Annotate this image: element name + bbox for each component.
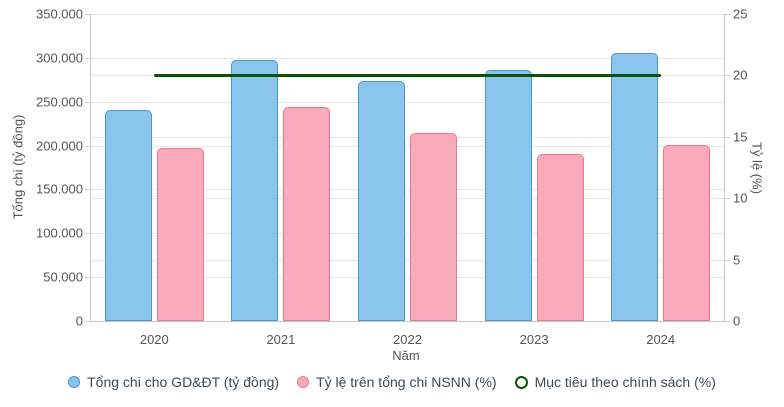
legend-label-tong-chi: Tổng chi cho GD&ĐT (tỷ đồng) [87, 374, 280, 390]
target-line-muc-tieu[interactable] [154, 73, 661, 77]
bar-ty-le-2023[interactable] [536, 153, 584, 321]
x-axis-title: Năm [392, 348, 420, 363]
bar-ty-le-2020[interactable] [156, 147, 204, 321]
gridline-left-axis [91, 57, 724, 59]
gridline-right-axis [91, 259, 724, 261]
right-axis-tick [724, 136, 730, 138]
left-axis-tick-label: 150.000 [36, 181, 83, 197]
right-axis-tick-label: 25 [733, 6, 748, 22]
right-axis-title: Tỷ lệ (%) [749, 142, 765, 194]
left-axis-tick [85, 277, 91, 279]
right-axis-tick-label: 10 [733, 190, 748, 206]
tong-chi-legend-marker-icon [68, 376, 81, 389]
right-axis-tick [724, 75, 730, 77]
left-axis-tick-label: 250.000 [36, 94, 83, 110]
left-axis-tick-label: 50.000 [43, 269, 83, 285]
right-axis-tick-label: 15 [733, 129, 748, 145]
left-axis-tick-label: 300.000 [36, 50, 83, 66]
bar-tong-chi-2024[interactable] [611, 53, 659, 321]
x-tick-label-2020: 2020 [139, 332, 169, 347]
left-axis-tick-label: 350.000 [36, 6, 83, 22]
gridline-left-axis [91, 233, 724, 235]
bar-tong-chi-2022[interactable] [358, 80, 405, 321]
left-axis-tick-label: 200.000 [36, 138, 83, 154]
right-axis-tick-label: 20 [733, 67, 748, 83]
left-axis-tick-label: 0 [75, 313, 83, 329]
legend-label-ty-le: Tỷ lệ trên tổng chi NSNN (%) [316, 374, 497, 390]
left-axis-tick [85, 101, 91, 103]
x-tick-label-2022: 2022 [393, 332, 422, 347]
left-axis-title: Tổng chi (tỷ đồng) [10, 114, 26, 220]
gridline-right-axis [91, 136, 724, 138]
gridline-left-axis [91, 145, 724, 147]
gridline-left-axis [91, 277, 724, 279]
left-axis-tick-label: 100.000 [36, 225, 83, 241]
gridline-left-axis [91, 189, 724, 191]
right-axis-tick [724, 14, 730, 15]
plot-area: 0 50.000 100.000 150.000 200.000 250.000 300.0… [36, 8, 747, 347]
muc-tieu-legend-marker-icon [514, 375, 528, 389]
left-axis-tick [85, 14, 91, 15]
legend-item-tong-chi[interactable]: Tổng chi cho GD&ĐT (tỷ đồng) [68, 374, 279, 391]
left-axis-tick [85, 145, 91, 147]
bar-ty-le-2022[interactable] [410, 133, 457, 321]
right-axis-tick [724, 259, 730, 261]
left-axis-tick [85, 321, 91, 322]
left-axis-tick [85, 57, 91, 59]
bar-tong-chi-2021[interactable] [231, 59, 279, 321]
bar-tong-chi-2023[interactable] [484, 70, 532, 321]
ty-le-legend-marker-icon [297, 376, 310, 389]
bar-ty-le-2021[interactable] [283, 107, 331, 321]
gridline-right-axis [91, 14, 724, 15]
legend-item-muc-tieu[interactable]: Mục tiêu theo chính sách (%) [514, 374, 716, 391]
gridline-right-axis [91, 198, 724, 200]
gridline-left-axis [91, 101, 724, 103]
x-tick-label-2024: 2024 [646, 332, 676, 347]
right-axis-tick-label: 0 [733, 313, 741, 329]
right-axis-tick [724, 321, 730, 322]
legend: Tổng chi cho GD&ĐT (tỷ đồng) Tỷ lệ trên t… [0, 374, 784, 391]
x-tick-label-2023: 2023 [519, 332, 549, 347]
right-axis-tick [724, 198, 730, 200]
x-tick-label-2021: 2021 [266, 332, 296, 347]
left-axis-tick [85, 233, 91, 235]
legend-item-ty-le[interactable]: Tỷ lệ trên tổng chi NSNN (%) [297, 374, 497, 391]
bar-ty-le-2024[interactable] [663, 145, 711, 321]
bar-tong-chi-2020[interactable] [104, 110, 152, 321]
legend-label-muc-tieu: Mục tiêu theo chính sách (%) [534, 374, 716, 390]
right-axis-tick-label: 5 [733, 252, 741, 268]
left-axis-tick [85, 189, 91, 191]
